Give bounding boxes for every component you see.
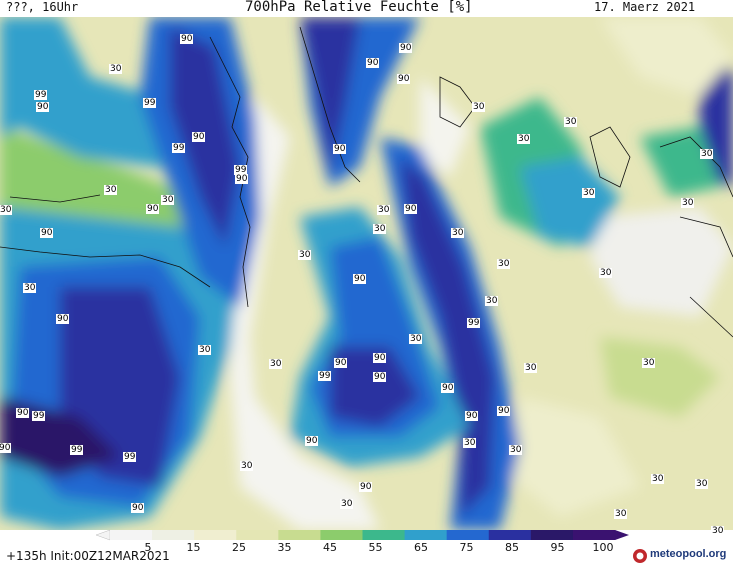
scale-tick-label: 35	[277, 541, 292, 554]
scale-swatch	[404, 530, 448, 540]
contour-label: 30	[23, 283, 37, 293]
contour-label: 90	[131, 503, 145, 513]
contour-label: 90	[180, 34, 194, 44]
contour-label: 99	[172, 143, 186, 153]
contour-label: 90	[146, 204, 160, 214]
contour-label: 30	[161, 195, 175, 205]
contour-label: 90	[404, 204, 418, 214]
valid-date: 17. Maerz 2021	[594, 0, 696, 14]
contour-label: 99	[467, 318, 481, 328]
coastlines	[0, 26, 733, 338]
scale-arrow-right	[615, 530, 629, 540]
scale-tick-label: 65	[414, 541, 428, 554]
humidity-map	[0, 17, 733, 530]
scale-swatch	[488, 530, 532, 540]
contour-label: 30	[711, 526, 725, 536]
contour-label: 30	[642, 358, 656, 368]
init-info: +135h Init:00Z12MAR2021	[6, 549, 170, 563]
contour-label: 90	[334, 358, 348, 368]
contour-label: 90	[373, 372, 387, 382]
scale-tick-label: 55	[368, 541, 383, 554]
contour-label: 30	[509, 445, 523, 455]
contour-label: 99	[234, 165, 248, 175]
contour-label: 90	[235, 174, 249, 184]
contour-label: 30	[681, 198, 695, 208]
contour-label: 30	[298, 250, 312, 260]
model-run-label: ???, 16Uhr	[6, 0, 79, 14]
scale-tick-label: 85	[505, 541, 519, 554]
scale-arrow-left	[95, 529, 111, 541]
contour-label: 90	[359, 482, 373, 492]
contour-label: 90	[353, 274, 367, 284]
scale-swatch	[320, 530, 363, 540]
scale-tick-label: 25	[232, 541, 246, 554]
contour-label: 90	[333, 144, 347, 154]
contour-label: 30	[485, 296, 499, 306]
contour-label: 90	[441, 383, 455, 393]
contour-label: 90	[192, 132, 206, 142]
contour-label: 30	[104, 185, 118, 195]
color-scale-bar	[95, 529, 629, 541]
contour-label: 30	[269, 359, 283, 369]
scale-swatch	[194, 530, 237, 540]
contour-label: 99	[318, 371, 332, 381]
contour-label: 99	[70, 445, 84, 455]
meteopool-logo: meteopool.org	[632, 546, 732, 566]
scale-swatch	[152, 530, 195, 540]
contour-label: 90	[497, 406, 511, 416]
contour-label: 90	[40, 228, 54, 238]
contour-label: 99	[32, 411, 46, 421]
contour-label: 90	[36, 102, 50, 112]
contour-label: 90	[16, 408, 30, 418]
scale-tick-label: 5	[144, 541, 152, 554]
contour-label: 90	[0, 443, 12, 453]
contour-label: 30	[582, 188, 596, 198]
contour-label: 30	[651, 474, 665, 484]
contour-label: 30	[599, 268, 613, 278]
scale-tick-label: 15	[186, 541, 201, 554]
contour-label: 30	[497, 259, 511, 269]
contour-label: 30	[373, 224, 387, 234]
contour-label: 90	[366, 58, 380, 68]
contour-label: 30	[614, 509, 628, 519]
scale-swatch	[530, 530, 574, 540]
contour-label: 30	[377, 205, 391, 215]
contour-label: 30	[524, 363, 538, 373]
logo-text: meteopool.org	[650, 548, 727, 560]
contour-label: 90	[373, 353, 387, 363]
scale-swatch	[572, 530, 616, 540]
contour-label: 99	[123, 452, 137, 462]
contour-label: 99	[34, 90, 48, 100]
scale-swatch	[236, 530, 279, 540]
contour-label: 99	[143, 98, 157, 108]
contour-label: 30	[109, 64, 123, 74]
contour-label: 30	[0, 205, 13, 215]
scale-tick-label: 75	[459, 541, 474, 554]
contour-label: 30	[564, 117, 578, 127]
contour-label: 90	[56, 314, 70, 324]
scale-swatch	[362, 530, 406, 540]
contour-label: 30	[340, 499, 354, 509]
contour-label: 30	[695, 479, 709, 489]
contour-label: 30	[463, 438, 477, 448]
scale-tick-label: 45	[323, 541, 337, 554]
contour-label: 30	[700, 149, 714, 159]
contour-label: 90	[397, 74, 411, 84]
contour-label: 30	[472, 102, 486, 112]
scale-tick-label: 95	[550, 541, 565, 554]
contour-label: 30	[451, 228, 465, 238]
scale-swatch	[446, 530, 490, 540]
scale-tick-label: 100	[592, 541, 614, 554]
contour-label: 90	[399, 43, 413, 53]
scale-swatch	[278, 530, 321, 540]
contour-label: 30	[240, 461, 254, 471]
scale-swatch	[110, 530, 153, 540]
map-title: 700hPa Relative Feuchte [%]	[245, 0, 473, 15]
contour-label: 30	[517, 134, 531, 144]
contour-label: 90	[305, 436, 319, 446]
contour-label: 30	[198, 345, 212, 355]
contour-label: 90	[465, 411, 479, 421]
logo-icon	[633, 549, 647, 563]
contour-label: 30	[409, 334, 423, 344]
